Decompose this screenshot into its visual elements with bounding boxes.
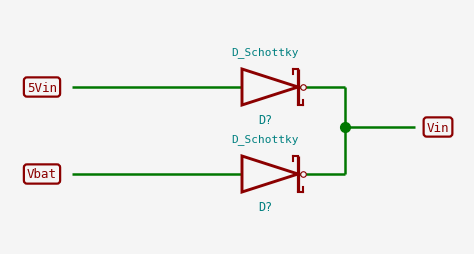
- Text: D_Schottky: D_Schottky: [231, 47, 299, 58]
- Text: D?: D?: [258, 114, 272, 126]
- Text: Vin: Vin: [427, 121, 449, 134]
- Text: D?: D?: [258, 200, 272, 213]
- Text: Vbat: Vbat: [27, 168, 57, 181]
- Text: D_Schottky: D_Schottky: [231, 134, 299, 145]
- Text: 5Vin: 5Vin: [27, 81, 57, 94]
